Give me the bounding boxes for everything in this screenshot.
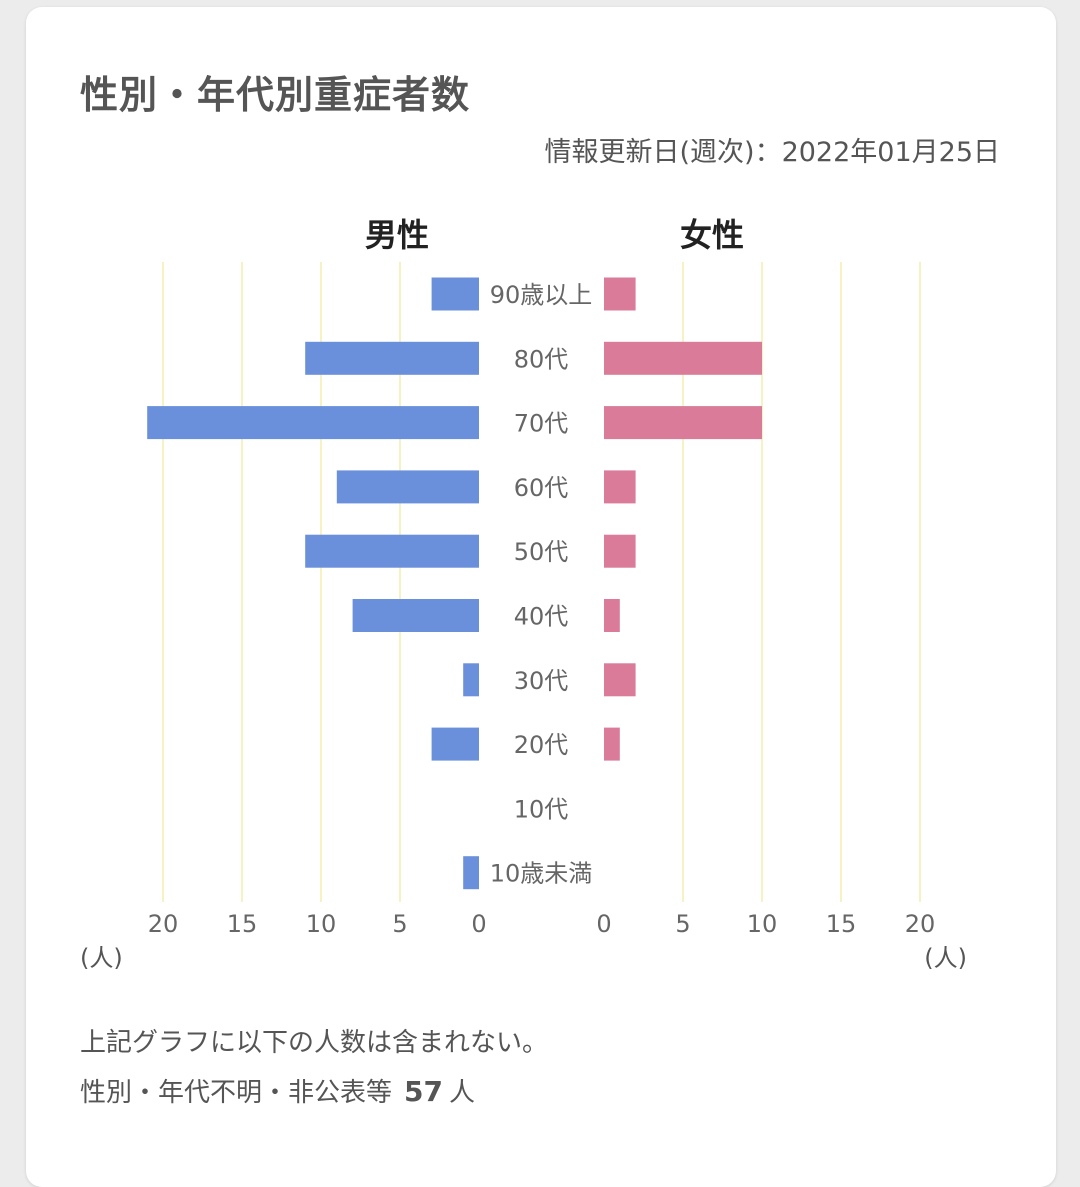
exclusion-note: 上記グラフに以下の人数は含まれない。 xyxy=(80,1028,549,1058)
age-label: 40代 xyxy=(514,603,569,631)
age-label: 90歳以上 xyxy=(490,281,593,309)
male-bar xyxy=(336,470,479,504)
male-tick-label: 5 xyxy=(392,910,407,938)
unknown-count-note: 性別・年代不明・非公表等 57 人 xyxy=(80,1072,475,1109)
female-unit-label: (人) xyxy=(924,944,967,972)
male-tick-label: 20 xyxy=(148,910,179,938)
age-label: 60代 xyxy=(514,474,569,502)
female-bar xyxy=(604,406,762,440)
chart-card xyxy=(26,7,1056,1187)
age-label: 20代 xyxy=(514,731,569,759)
age-label: 80代 xyxy=(514,345,569,373)
age-label: 50代 xyxy=(514,538,569,566)
male-bar xyxy=(352,599,479,632)
female-tick-label: 20 xyxy=(905,910,936,938)
age-label: 10歳未満 xyxy=(490,860,593,888)
age-label: 70代 xyxy=(514,410,569,438)
unknown-count-value: 57 xyxy=(404,1075,443,1108)
male-bar xyxy=(431,277,479,311)
card-title: 性別・年代別重症者数 xyxy=(80,73,471,117)
male-tick-label: 0 xyxy=(471,910,486,938)
female-tick-label: 5 xyxy=(675,910,690,938)
female-header: 女性 xyxy=(680,216,744,254)
female-bar xyxy=(604,534,636,568)
male-bar xyxy=(147,406,479,440)
female-bar xyxy=(604,727,620,761)
male-bar xyxy=(305,534,479,568)
female-tick-label: 15 xyxy=(826,910,857,938)
male-bar xyxy=(463,856,479,890)
female-bar xyxy=(604,277,636,311)
male-bar xyxy=(305,341,479,375)
female-bar xyxy=(604,663,636,697)
male-header: 男性 xyxy=(365,216,429,254)
unknown-count-unit: 人 xyxy=(448,1078,475,1108)
female-bar xyxy=(604,470,636,504)
male-tick-label: 15 xyxy=(227,910,258,938)
female-tick-label: 10 xyxy=(747,910,778,938)
update-date: 情報更新日(週次)：2022年01月25日 xyxy=(544,137,1001,168)
male-tick-label: 10 xyxy=(306,910,337,938)
age-label: 10代 xyxy=(514,795,569,823)
age-label: 30代 xyxy=(514,667,569,695)
male-unit-label: (人) xyxy=(80,944,123,972)
male-bar xyxy=(463,663,479,697)
female-bar xyxy=(604,341,762,375)
female-bar xyxy=(604,599,620,632)
unknown-count-label: 性別・年代不明・非公表等 xyxy=(80,1078,393,1108)
female-tick-label: 0 xyxy=(596,910,611,938)
male-bar xyxy=(431,727,479,761)
